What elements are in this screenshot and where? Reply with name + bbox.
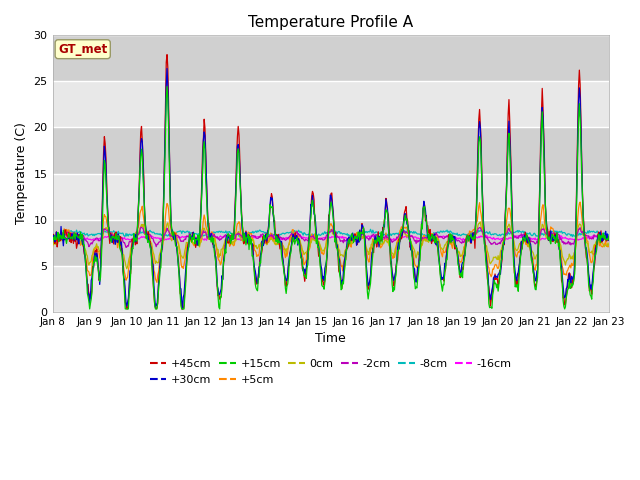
Bar <box>52 82 609 128</box>
Bar <box>52 36 609 82</box>
Bar <box>52 173 609 219</box>
Y-axis label: Temperature (C): Temperature (C) <box>15 122 28 225</box>
Bar <box>52 265 609 312</box>
Text: GT_met: GT_met <box>58 43 108 56</box>
Bar <box>52 128 609 173</box>
Bar <box>52 219 609 265</box>
Legend: +45cm, +30cm, +15cm, +5cm, 0cm, -2cm, -8cm, -16cm: +45cm, +30cm, +15cm, +5cm, 0cm, -2cm, -8… <box>145 355 516 389</box>
X-axis label: Time: Time <box>316 332 346 345</box>
Title: Temperature Profile A: Temperature Profile A <box>248 15 413 30</box>
